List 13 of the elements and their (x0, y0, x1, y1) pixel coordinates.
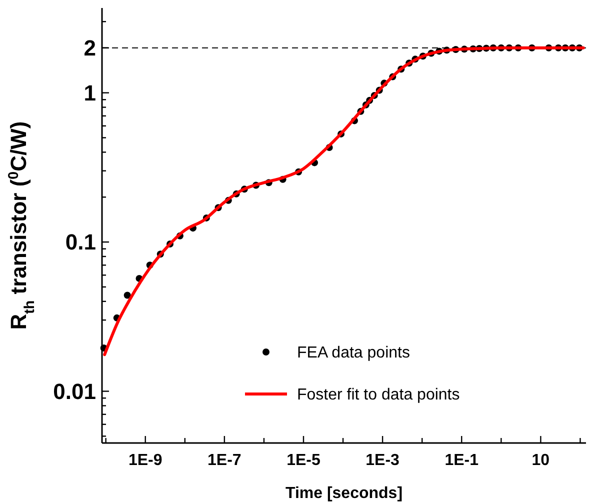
legend-label: Foster fit to data points (297, 386, 460, 404)
x-tick-label: 10 (532, 452, 550, 469)
y-tick-label: 0.1 (65, 230, 96, 255)
x-tick-label: 1E-1 (444, 452, 479, 469)
y-tick-label: 0.01 (53, 378, 96, 404)
x-tick-label: 1E-5 (286, 452, 320, 469)
x-tick-label: 1E-7 (208, 452, 242, 469)
x-tick-label: 1E-9 (128, 452, 162, 469)
legend-label: FEA data points (297, 344, 410, 362)
x-tick-label: 1E-3 (366, 452, 400, 469)
y-tick-label: 1 (84, 80, 96, 106)
x-axis-title: Time [seconds] (285, 485, 403, 502)
y-tick-label: 2 (84, 36, 96, 61)
